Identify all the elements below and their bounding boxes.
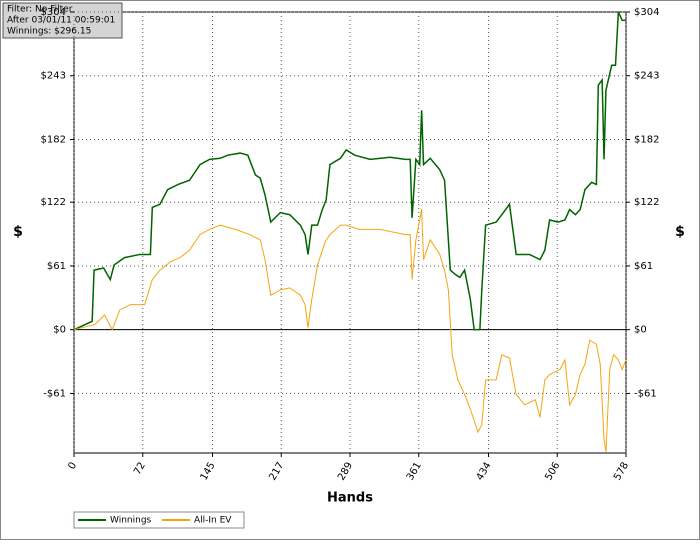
y2-tick-label: $304 [634, 7, 659, 18]
y-tick-label: $304 [41, 7, 66, 18]
y2-tick-label: $182 [634, 134, 659, 145]
x-tick-label: 0 [66, 461, 79, 472]
y-tick-label: $182 [41, 134, 66, 145]
y-tick-label: $0 [53, 325, 66, 336]
y2-tick-label: $0 [634, 325, 647, 336]
x-axis-label: Hands [327, 491, 373, 506]
y-tick-label: -$61 [43, 388, 66, 399]
y-tick-label: $61 [47, 261, 66, 272]
y-axis-label: $ [13, 224, 23, 240]
y2-tick-label: $122 [634, 197, 659, 208]
series-line [73, 11, 627, 331]
info-box [2, 2, 123, 39]
y-tick-label: $243 [41, 71, 66, 82]
series-line [73, 209, 627, 453]
info-text: Filter: No Filter [7, 5, 73, 15]
legend-label: Winnings [110, 516, 152, 526]
y2-tick-label: $61 [634, 261, 653, 272]
legend-box [73, 511, 245, 529]
y2-axis-label: $ [675, 224, 685, 240]
info-text: Winnings: $296.15 [7, 27, 91, 37]
legend-label: All-In EV [194, 516, 232, 526]
y2-tick-label: -$61 [634, 388, 657, 399]
y2-tick-label: $243 [634, 71, 659, 82]
y-tick-label: $122 [41, 197, 66, 208]
info-text: After 03/01/11 00:59:01 [7, 16, 115, 26]
